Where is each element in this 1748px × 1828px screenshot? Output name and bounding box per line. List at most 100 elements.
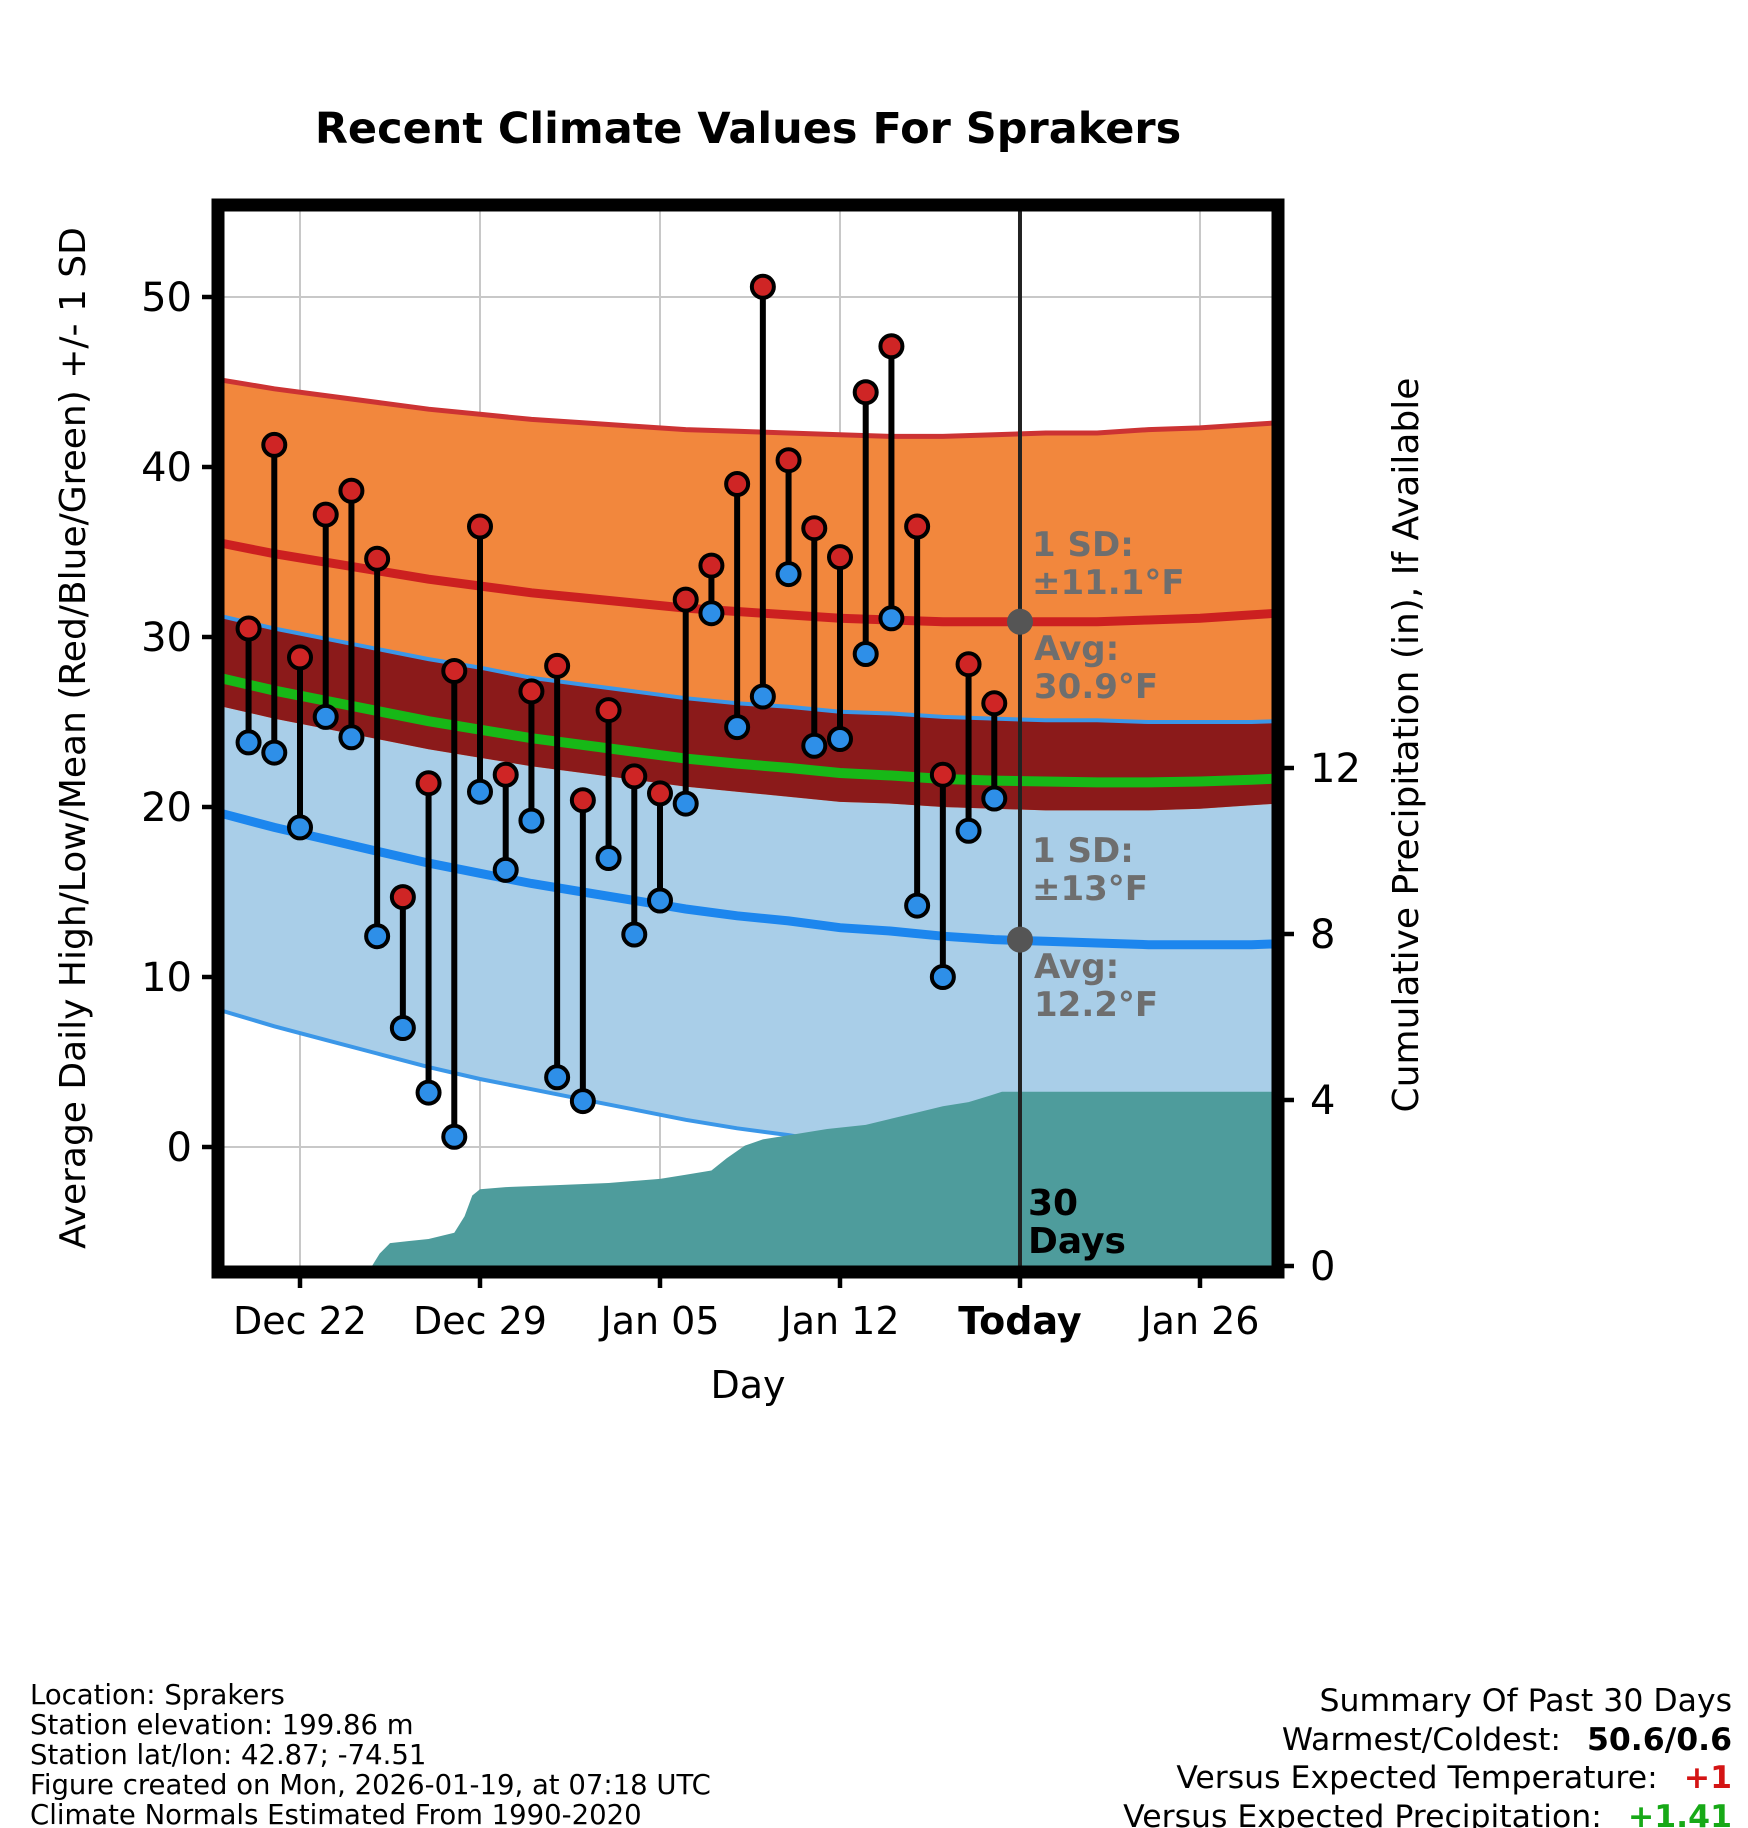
summary-value-warmest-coldest: 50.6/0.6: [1586, 1721, 1732, 1758]
summary-panel: Summary Of Past 30 Days Warmest/Coldest:…: [1123, 1682, 1732, 1828]
daily-high-dot: [749, 273, 776, 300]
daily-low-dot: [749, 683, 776, 710]
daily-high-dot: [852, 379, 879, 406]
low-sd-annotation: 1 SD:: [1032, 831, 1134, 871]
daily-high-dot: [878, 333, 905, 360]
left-tick-label: 0: [167, 1125, 192, 1171]
low-avg-annotation: 12.2°F: [1034, 985, 1158, 1025]
daily-high-dot: [955, 651, 982, 678]
daily-low-dot: [878, 605, 905, 632]
daily-high-dot: [698, 552, 725, 579]
daily-low-dot: [518, 807, 545, 834]
daily-high-dot: [904, 513, 931, 540]
high-sd-annotation: 1 SD:: [1032, 525, 1134, 565]
daily-low-dot: [929, 964, 956, 990]
cumulative-precip-area: [371, 1091, 1278, 1266]
daily-high-dot: [826, 544, 853, 571]
left-tick-label: 30: [141, 615, 192, 661]
climate-normals-note: Climate Normals Estimated From 1990-2020: [30, 1799, 642, 1828]
daily-high-dot: [287, 644, 313, 671]
daily-low-dot: [466, 778, 493, 805]
high-avg-annotation: Avg:: [1034, 629, 1119, 669]
high-avg-annotation: 30.9°F: [1034, 667, 1158, 707]
daily-low-dot: [415, 1079, 442, 1106]
daily-low-dot: [261, 739, 288, 766]
daily-low-dot: [235, 729, 262, 756]
daily-low-dot: [672, 790, 699, 817]
daily-low-dot: [312, 703, 339, 730]
station-info-block: Location: Sprakers Station elevation: 19…: [30, 1680, 711, 1828]
daily-high-dot: [415, 770, 442, 797]
daily-low-dot: [698, 600, 725, 627]
daily-low-dot: [389, 1015, 416, 1041]
daily-high-dot: [389, 884, 416, 911]
daily-high-dot: [929, 761, 956, 788]
daily-low-dot: [492, 856, 519, 883]
right-tick-label: 4: [1310, 1078, 1335, 1124]
high-avg-marker: [1006, 608, 1033, 635]
daily-high-dot: [672, 586, 699, 613]
mean-line: [218, 673, 1278, 788]
low-avg-annotation: Avg:: [1034, 947, 1119, 987]
y-axis-label-left: Average Daily High/Low/Mean (Red/Blue/Gr…: [53, 227, 94, 1249]
x-axis-label: Day: [710, 1363, 785, 1407]
summary-row-vs-precipitation: Versus Expected Precipitation: +1.41: [1123, 1798, 1732, 1828]
summary-label: Versus Expected Precipitation:: [1123, 1798, 1602, 1828]
daily-high-dot: [441, 658, 468, 684]
daily-high-dot: [569, 787, 596, 814]
daily-high-dot: [646, 780, 673, 807]
daily-high-dot: [595, 697, 622, 724]
daily-low-dot: [441, 1123, 468, 1150]
daily-low-dot: [595, 845, 622, 871]
plot-border: [211, 198, 1285, 1279]
left-tick-label: 10: [141, 955, 192, 1001]
low-sd-annotation: ±13°F: [1032, 869, 1148, 909]
summary-row-warmest-coldest: Warmest/Coldest: 50.6/0.6: [1123, 1721, 1732, 1760]
summary-row-vs-temperature: Versus Expected Temperature: +1: [1123, 1759, 1732, 1798]
daily-high-dot: [235, 615, 262, 642]
daily-high-dot: [312, 501, 339, 528]
daily-high-dot: [724, 471, 751, 497]
daily-low-dot: [826, 726, 853, 752]
daily-low-dot: [338, 724, 365, 751]
daily-high-dot: [338, 477, 365, 504]
summary-label: Versus Expected Temperature:: [1176, 1760, 1658, 1796]
left-tick-label: 20: [141, 785, 192, 831]
daily-low-dot: [364, 923, 391, 950]
daily-high-dot: [801, 515, 828, 542]
high-sd-annotation: ±11.1°F: [1032, 563, 1185, 603]
daily-low-dot: [981, 785, 1008, 812]
daily-low-dot: [621, 921, 648, 948]
low-avg-marker: [1006, 926, 1033, 953]
daily-high-dot: [466, 513, 493, 540]
daily-high-dot: [518, 678, 545, 705]
daily-high-dot: [981, 690, 1008, 717]
daily-low-dot: [646, 887, 673, 914]
overlap-band: [222, 616, 1278, 811]
figure-created: Figure created on Mon, 2026-01-19, at 07…: [30, 1769, 711, 1801]
y-axis-label-right: Cumulative Precipitation (in), If Availa…: [1386, 378, 1427, 1113]
daily-low-dot: [775, 561, 802, 588]
x-tick-label: Jan 26: [1138, 1299, 1259, 1343]
thirty-days-annotation: Days: [1028, 1221, 1126, 1262]
x-tick-label: Dec 29: [413, 1299, 547, 1343]
daily-low-dot: [904, 892, 931, 919]
daily-low-dot: [724, 714, 751, 741]
x-tick-label: Today: [958, 1299, 1082, 1343]
daily-low-dot: [544, 1064, 571, 1091]
right-tick-label: 12: [1310, 746, 1361, 792]
daily-high-dot: [364, 545, 391, 572]
left-tick-label: 50: [141, 275, 192, 321]
daily-low-dot: [955, 817, 982, 844]
x-tick-label: Jan 12: [778, 1299, 899, 1343]
daily-low-dot: [569, 1088, 596, 1115]
station-location: Location: Sprakers: [30, 1679, 285, 1711]
x-tick-label: Jan 05: [598, 1299, 719, 1343]
daily-low-dot: [801, 732, 828, 759]
x-tick-label: Dec 22: [233, 1299, 367, 1343]
low-avg-line: [218, 809, 1278, 950]
summary-value-vs-precipitation: +1.41: [1627, 1798, 1732, 1828]
daily-low-dot: [852, 641, 879, 667]
